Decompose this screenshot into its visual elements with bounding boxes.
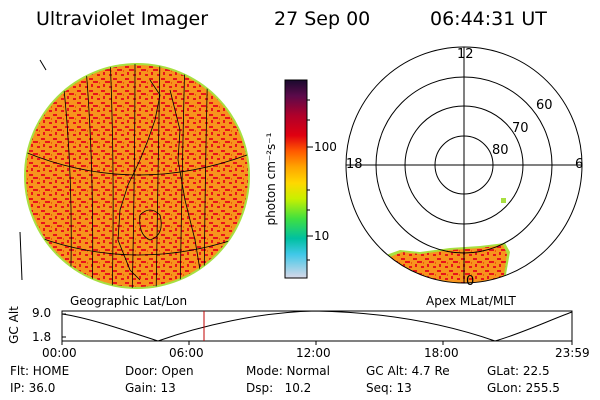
geographic-image [19,59,250,289]
altitude-plot [61,310,573,345]
date-label: 27 Sep 00 [274,8,371,30]
info-door: Door: Open [125,364,194,378]
polar-panel-label: Apex MLat/MLT [426,294,516,308]
info-glat: GLat: 22.5 [487,364,550,378]
mlt-label-12: 12 [457,47,474,62]
time-tick-2359: 23:59 [555,346,590,360]
geo-panel-label: Geographic Lat/Lon [70,294,188,308]
polar-grid [345,46,583,284]
lat-label-60: 60 [536,98,553,113]
info-flt: Flt: HOME [10,364,70,378]
mlt-label-6: 6 [575,157,584,172]
alt-tick-1.8: 1.8 [32,330,52,344]
time-tick-0600: 06:00 [169,346,204,360]
mlt-label-18: 18 [346,157,363,172]
mlt-label-0: 0 [466,274,475,289]
info-gain: Gain: 13 [125,381,176,395]
info-ip: IP: 36.0 [10,381,56,395]
info-mode: Mode: Normal [246,364,330,378]
instrument-title: Ultraviolet Imager [36,8,209,30]
time-tick-0000: 00:00 [42,346,77,360]
info-glon: GLon: 255.5 [487,381,560,395]
colorbar-tick-10: 10 [314,229,330,243]
info-seq: Seq: 13 [366,381,412,395]
colorbar-unit-label: photon cm⁻²s⁻¹ [264,132,278,226]
info-gc-alt: GC Alt: 4.7 Re [366,364,450,378]
time-tick-1800: 18:00 [424,346,459,360]
lat-label-80: 80 [492,143,509,158]
alt-tick-9: 9.0 [32,306,52,320]
colorbar-tick-100: 100 [314,140,337,154]
time-tick-1200: 12:00 [296,346,331,360]
colorbar [284,79,313,279]
gc-alt-axis-label: GC Alt [7,306,21,344]
info-dsp: Dsp: 10.2 [246,381,312,395]
lat-label-70: 70 [512,121,529,136]
time-label: 06:44:31 UT [430,8,547,30]
